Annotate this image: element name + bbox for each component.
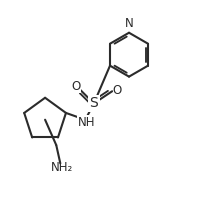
Text: N: N [125,17,133,30]
Text: O: O [113,84,122,97]
Text: O: O [71,80,81,93]
Text: NH: NH [78,116,95,129]
Text: NH₂: NH₂ [51,161,74,174]
Text: S: S [89,96,98,111]
